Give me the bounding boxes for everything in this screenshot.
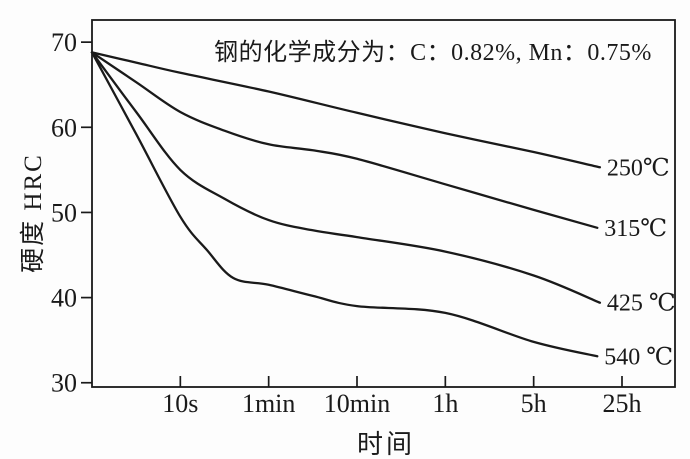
series-label-315: 315℃ [604,216,667,242]
x-tick-label: 10s [162,389,198,418]
curve-315 [90,51,599,229]
y-tick-label: 50 [51,198,77,227]
x-tick-label: 25h [603,389,642,418]
x-tick-label: 1h [432,389,458,418]
y-axis-title: 硬度 HRC [20,153,47,273]
x-tick-label: 10min [324,389,390,418]
y-tick-label: 30 [51,369,77,398]
y-tick-label: 40 [51,284,77,313]
y-tick-label: 60 [51,113,77,142]
curve-425 [90,51,602,304]
curve-540 [90,51,599,358]
series-label-425: 425 ℃ [607,291,676,317]
x-tick-label: 5h [521,389,547,418]
curve-250 [90,51,602,169]
plot-border [91,19,676,388]
y-tick-label: 70 [51,28,77,57]
composition-annotation: 钢的化学成分为：C：0.82%, Mn：0.75% [214,40,652,66]
series-label-540: 540 ℃ [604,344,673,370]
x-tick-label: 1min [242,389,295,418]
series-label-250: 250℃ [607,155,670,181]
x-axis-title: 时间 [356,430,416,459]
